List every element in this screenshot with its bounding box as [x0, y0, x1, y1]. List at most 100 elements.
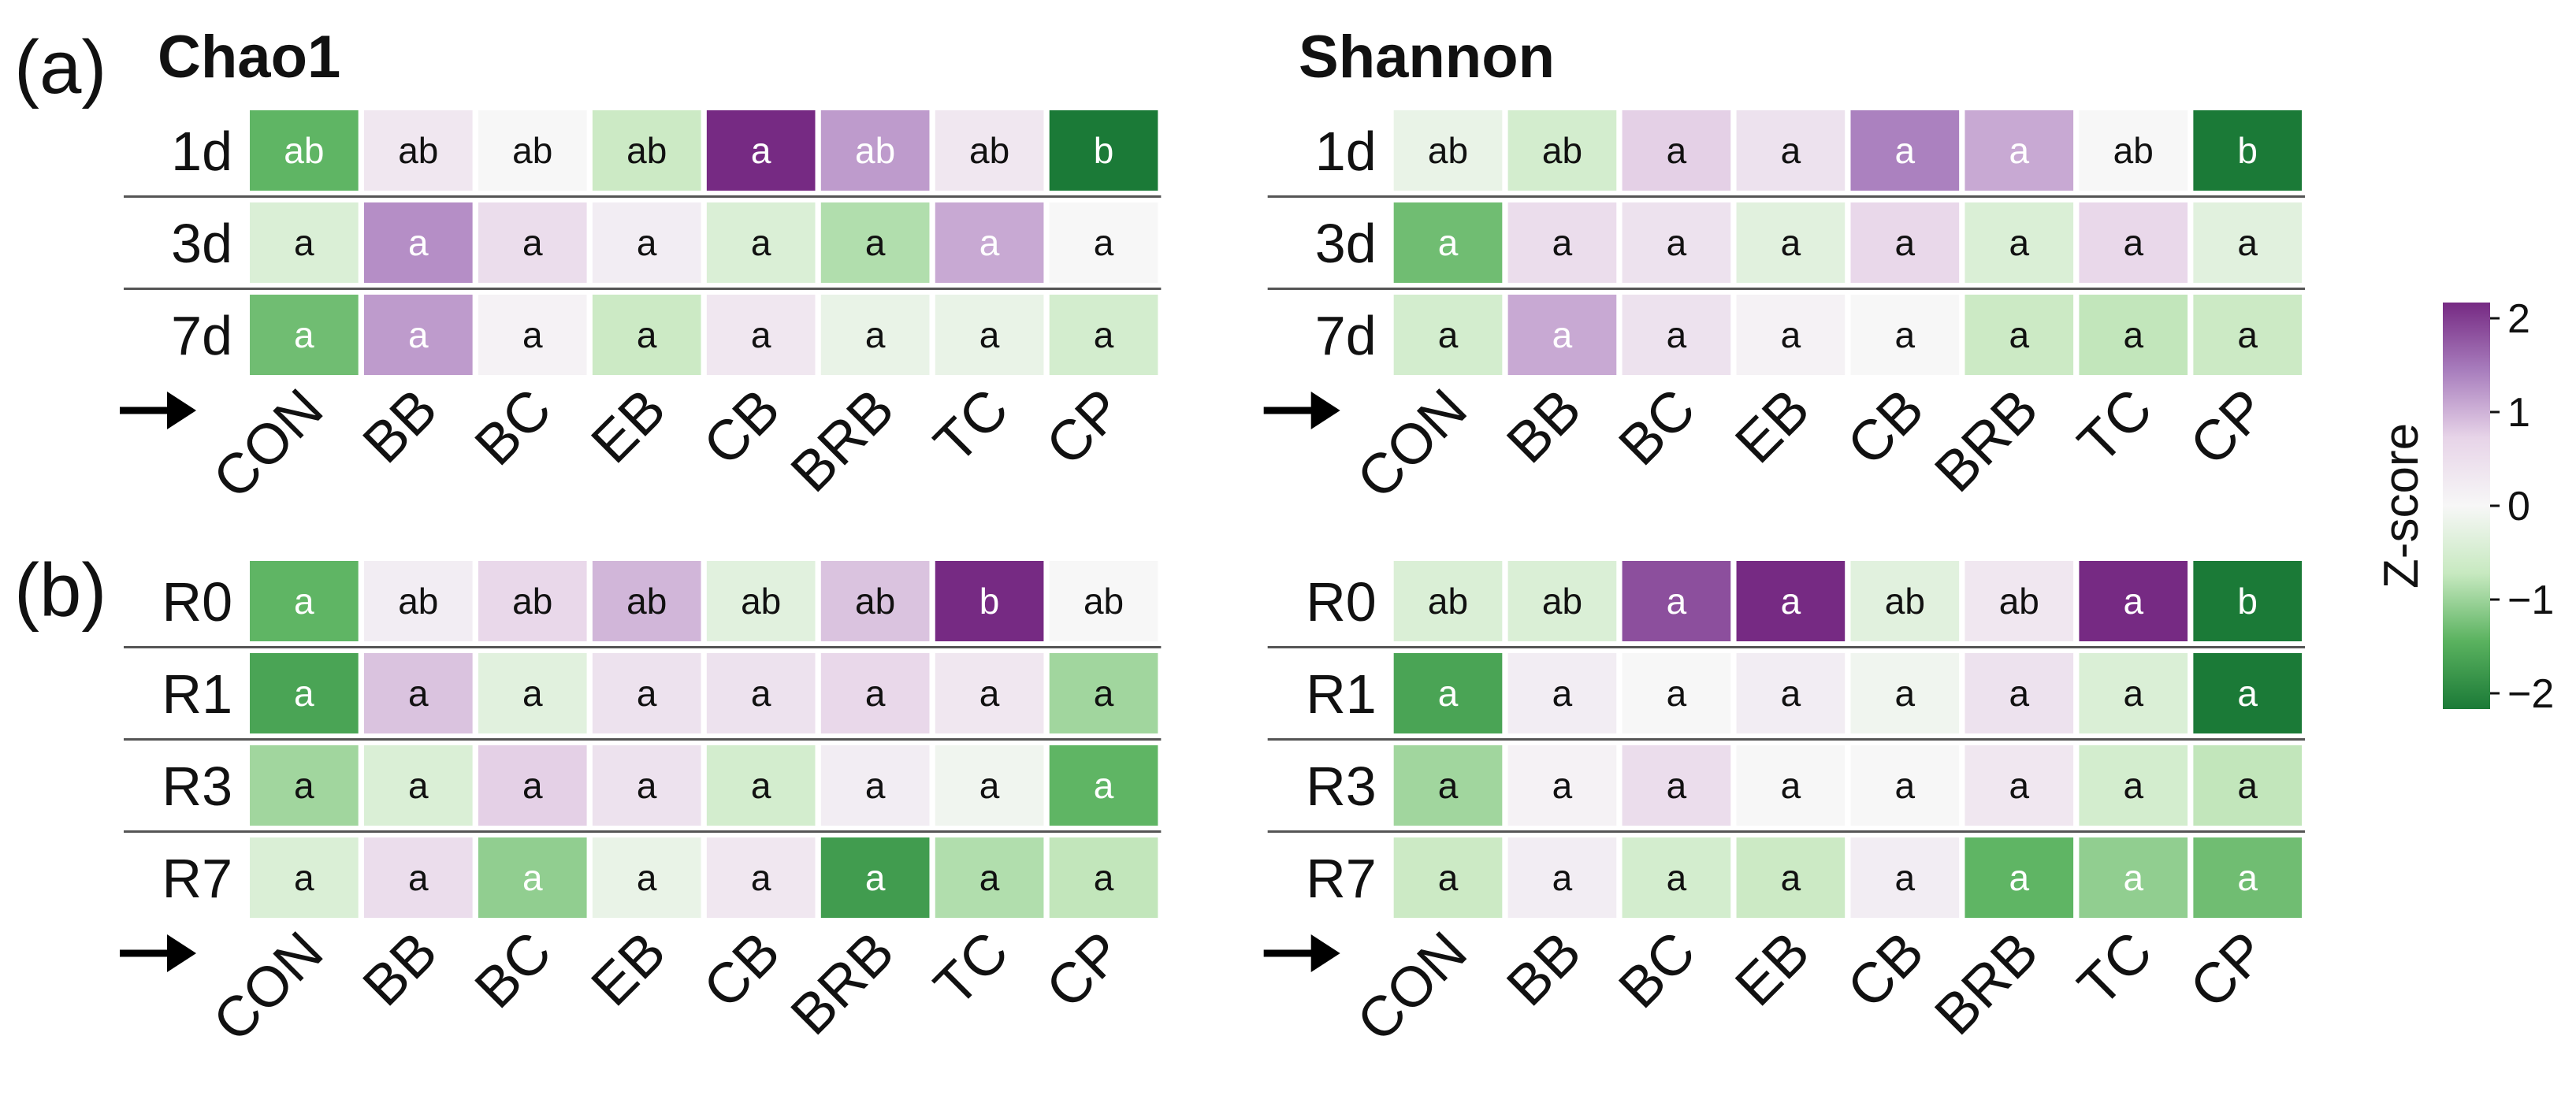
- arrow-head: [167, 392, 197, 429]
- heatmap-cell: [1850, 745, 1960, 826]
- significance-letter: a: [979, 222, 1000, 263]
- heatmap-cell: [935, 295, 1044, 375]
- significance-letter: a: [408, 314, 429, 355]
- significance-letter: a: [294, 673, 314, 714]
- heatmap-cell: [363, 837, 473, 918]
- significance-letter: a: [294, 581, 314, 622]
- heatmap-cell: [1622, 653, 1731, 733]
- significance-letter: a: [1667, 857, 1687, 898]
- row-label: 3d: [171, 213, 232, 274]
- significance-letter: a: [2237, 314, 2258, 355]
- significance-letter: a: [1667, 314, 1687, 355]
- heatmap-cell: [1507, 202, 1617, 283]
- column-label: TC: [922, 377, 1020, 475]
- heatmap-cell: [935, 110, 1044, 191]
- significance-letter: a: [1438, 857, 1459, 898]
- heatmap-cell: [1965, 202, 2074, 283]
- heatmap-cell: [1393, 745, 1503, 826]
- column-label: CP: [2178, 920, 2278, 1020]
- significance-letter: a: [2237, 857, 2258, 898]
- heatmap-cell: [706, 295, 816, 375]
- row-label: 1d: [171, 121, 232, 182]
- heatmap-cell: [935, 561, 1044, 641]
- heatmap-cell: [363, 110, 473, 191]
- colorbar-tick-label: −1: [2507, 577, 2554, 623]
- significance-letter: a: [1438, 314, 1459, 355]
- column-label: BC: [1607, 920, 1707, 1020]
- column-label: CP: [1035, 920, 1135, 1020]
- significance-letter: a: [1781, 857, 1801, 898]
- heatmap-cell: [363, 745, 473, 826]
- significance-letter: a: [1781, 673, 1801, 714]
- significance-letter: a: [1552, 673, 1573, 714]
- heatmap-cell: [2079, 561, 2188, 641]
- significance-letter: a: [2123, 222, 2143, 263]
- significance-letter: a: [637, 222, 657, 263]
- significance-letter: a: [294, 314, 314, 355]
- significance-letter: a: [865, 857, 886, 898]
- significance-letter: a: [1552, 765, 1573, 806]
- heatmap-cell: [935, 202, 1044, 283]
- panel-b-label: (b): [14, 548, 106, 633]
- heatmap-cell: [2193, 295, 2303, 375]
- heatmap-cell: [2193, 745, 2303, 826]
- heatmap-cell: [1393, 202, 1503, 283]
- significance-letter: ab: [626, 581, 667, 622]
- heatmap-cell: [363, 295, 473, 375]
- significance-letter: ab: [855, 581, 895, 622]
- significance-letter: a: [1895, 130, 1916, 171]
- heatmap-cell: [478, 295, 587, 375]
- significance-letter: a: [1094, 673, 1114, 714]
- heatmap-cell: [1393, 110, 1503, 191]
- significance-letter: a: [2123, 314, 2143, 355]
- significance-letter: a: [2009, 314, 2029, 355]
- heatmap-cell: [1049, 295, 1158, 375]
- significance-letter: ab: [741, 581, 781, 622]
- heatmap-cell: [820, 295, 930, 375]
- significance-letter: a: [637, 673, 657, 714]
- heatmap-cell: [1736, 202, 1846, 283]
- colorbar-tick-label: 2: [2507, 296, 2530, 342]
- heatmap-cell: [935, 745, 1044, 826]
- heatmap-cell: [250, 837, 359, 918]
- significance-letter: a: [522, 857, 543, 898]
- arrow-head: [1310, 392, 1340, 429]
- significance-letter: a: [865, 765, 886, 806]
- heatmap-cell: [820, 837, 930, 918]
- significance-letter: a: [2123, 857, 2143, 898]
- row-label: 7d: [171, 305, 232, 366]
- significance-letter: ab: [1999, 581, 2039, 622]
- column-label: TC: [2066, 920, 2164, 1018]
- significance-letter: a: [1094, 765, 1114, 806]
- row-label: 7d: [1315, 305, 1377, 366]
- significance-letter: a: [294, 765, 314, 806]
- column-label: CB: [692, 920, 792, 1020]
- heatmap-cell: [1736, 653, 1846, 733]
- heatmap-cell: [820, 110, 930, 191]
- heatmap-cell: [1622, 295, 1731, 375]
- heatmap-cell: [1850, 295, 1960, 375]
- heatmap-cell: [1736, 745, 1846, 826]
- significance-letter: ab: [1542, 130, 1582, 171]
- heatmap-shannon-b: R0 ab ab a a ab ab a bR1 a a a a a a a aR3 a a a a a a a aR7 a a a a…: [1263, 561, 2306, 1053]
- heatmap-cell: [250, 110, 359, 191]
- significance-letter: a: [751, 673, 771, 714]
- significance-letter: a: [751, 222, 771, 263]
- heatmap-cell: [1507, 110, 1617, 191]
- panel-a-label: (a): [14, 25, 106, 110]
- significance-letter: a: [1895, 673, 1916, 714]
- significance-letter: b: [979, 581, 1000, 622]
- heatmap-cell: [706, 561, 816, 641]
- column-label: TC: [922, 920, 1020, 1018]
- heatmap-cell: [1850, 202, 1960, 283]
- significance-letter: a: [2009, 857, 2029, 898]
- significance-letter: a: [1552, 222, 1573, 263]
- significance-letter: ab: [284, 130, 324, 171]
- column-label: BB: [1495, 920, 1593, 1018]
- significance-letter: a: [294, 222, 314, 263]
- colorbar-gradient: [2443, 303, 2490, 709]
- significance-letter: a: [1094, 222, 1114, 263]
- column-label: CON: [201, 920, 335, 1054]
